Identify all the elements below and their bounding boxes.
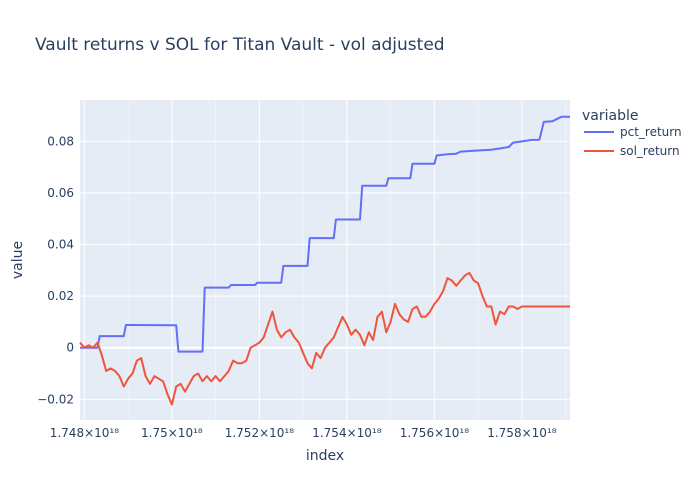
x-tick-label: 1.756×10¹⁸ xyxy=(400,426,469,440)
series-layer xyxy=(79,115,570,406)
legend-label-pct_return[interactable]: pct_return xyxy=(620,125,682,139)
series-line-pct_return xyxy=(80,115,570,353)
x-tick-label: 1.758×10¹⁸ xyxy=(487,426,556,440)
x-axis-ticks: 1.748×10¹⁸ 1.75×10¹⁸ 1.752×10¹⁸ 1.754×10¹⁸ 1… xyxy=(50,426,557,440)
y-axis-ticks: −0.02 0 0.02 0.04 0.06 0.08 xyxy=(37,134,74,406)
x-tick-label: 1.752×10¹⁸ xyxy=(225,426,294,440)
y-tick-label: 0.04 xyxy=(47,238,74,252)
series-line-sol_return xyxy=(79,271,570,406)
x-axis-label: index xyxy=(306,448,344,464)
x-tick-label: 1.748×10¹⁸ xyxy=(50,426,119,440)
y-axis-label: value xyxy=(10,241,26,279)
y-tick-label: 0.06 xyxy=(47,186,74,200)
legend-title: variable xyxy=(582,108,638,124)
y-tick-label: −0.02 xyxy=(37,392,74,406)
plot-area xyxy=(80,100,570,420)
y-tick-label: 0 xyxy=(66,341,74,355)
legend-label-sol_return[interactable]: sol_return xyxy=(620,144,680,158)
y-tick-label: 0.02 xyxy=(47,289,74,303)
x-tick-label: 1.75×10¹⁸ xyxy=(141,426,203,440)
legend: variable pct_return sol_return xyxy=(582,108,682,158)
x-tick-label: 1.754×10¹⁸ xyxy=(312,426,381,440)
chart-title: Vault returns v SOL for Titan Vault - vo… xyxy=(35,35,445,55)
y-tick-label: 0.08 xyxy=(47,134,74,148)
